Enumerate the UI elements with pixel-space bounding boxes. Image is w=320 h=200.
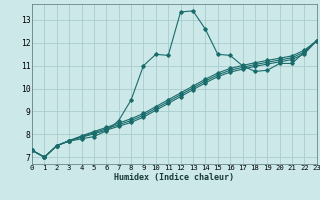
X-axis label: Humidex (Indice chaleur): Humidex (Indice chaleur) bbox=[115, 173, 234, 182]
